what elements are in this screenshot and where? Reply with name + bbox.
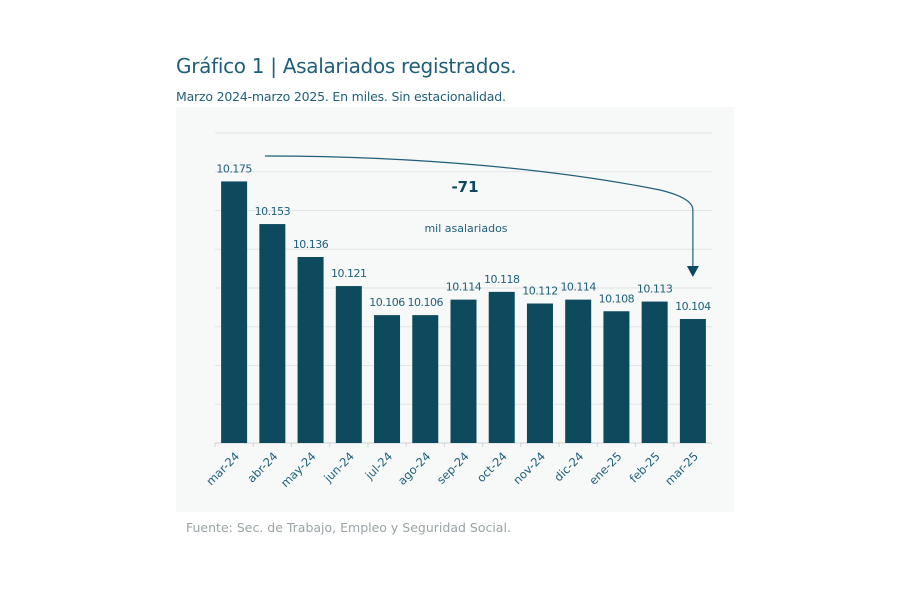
x-tick-label: oct-24 — [474, 449, 510, 485]
x-tick-label: mar-24 — [203, 449, 242, 488]
x-tick-label: may-24 — [278, 449, 319, 490]
x-tick-label: mar-25 — [662, 449, 701, 488]
data-label: 10.104 — [675, 300, 711, 313]
bar — [603, 311, 630, 443]
x-tick-label: jul-24 — [362, 449, 396, 483]
data-label: 10.114 — [446, 281, 482, 294]
data-label: 10.175 — [216, 162, 252, 175]
chart-source: Fuente: Sec. de Trabajo, Empleo y Seguri… — [186, 520, 511, 535]
data-label: 10.113 — [637, 283, 673, 296]
x-tick-label: ene-25 — [586, 449, 624, 487]
data-label: 10.106 — [408, 296, 444, 309]
data-label: 10.153 — [255, 205, 291, 218]
annotation-label: mil asalariados — [424, 222, 507, 235]
data-label: 10.118 — [484, 273, 520, 286]
data-label: 10.108 — [599, 292, 635, 305]
bar — [450, 299, 477, 443]
chart-subtitle: Marzo 2024-marzo 2025. En miles. Sin est… — [176, 89, 506, 104]
x-tick-label: jun-24 — [320, 449, 356, 485]
bar — [488, 291, 515, 443]
bar — [221, 181, 248, 443]
x-tick-label: nov-24 — [510, 449, 548, 487]
bar — [259, 224, 286, 443]
annotation-arrow-line — [264, 155, 694, 268]
bar — [679, 319, 706, 443]
chart-title: Gráfico 1 | Asalariados registrados. — [176, 54, 517, 78]
x-tick-label: abr-24 — [244, 449, 280, 485]
x-tick-label: ago-24 — [395, 449, 433, 487]
bar — [526, 303, 553, 443]
data-label: 10.121 — [331, 267, 367, 280]
bar — [335, 286, 362, 443]
bar — [641, 301, 668, 443]
arrow-head-icon — [686, 266, 699, 277]
bar — [297, 257, 324, 443]
data-label: 10.112 — [522, 285, 558, 298]
bar — [412, 315, 439, 443]
bar — [565, 299, 592, 443]
data-label: 10.114 — [560, 281, 596, 294]
x-tick-label: dic-24 — [551, 449, 586, 484]
annotation-value: -71 — [451, 178, 478, 196]
x-tick-label: sep-24 — [434, 449, 472, 487]
data-label: 10.136 — [293, 238, 329, 251]
bar — [374, 315, 401, 443]
x-tick-label: feb-25 — [627, 449, 663, 485]
data-label: 10.106 — [369, 296, 405, 309]
